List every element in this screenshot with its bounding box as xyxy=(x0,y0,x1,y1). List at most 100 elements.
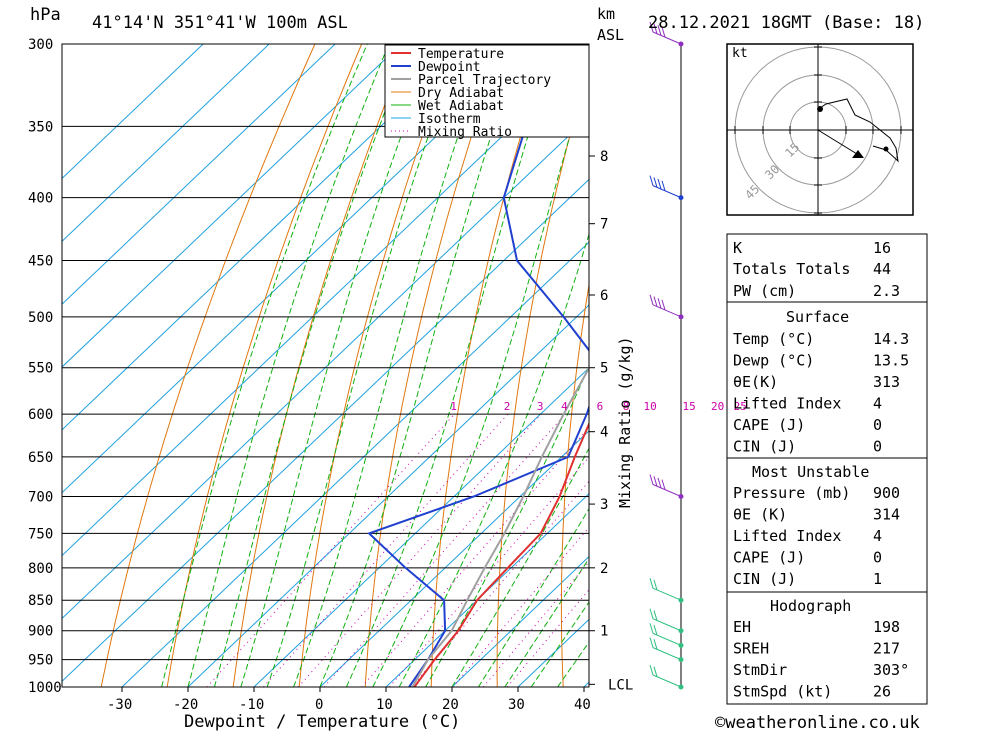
hodo-row-label: SREH xyxy=(733,640,769,658)
dry-adiabat-line xyxy=(100,44,316,687)
mixing-ratio-label: 4 xyxy=(561,400,568,413)
wind-barb-shaft xyxy=(652,31,682,45)
mu-row-value: 4 xyxy=(873,527,882,545)
wet-adiabat-line xyxy=(372,69,589,687)
hodograph-end-dot xyxy=(883,146,889,152)
mu-row-label: Pressure (mb) xyxy=(733,484,850,502)
wet-adiabat-line xyxy=(161,44,368,687)
wind-barb-feather xyxy=(661,299,666,311)
isotherm-line xyxy=(62,44,534,494)
wind-barb-shaft xyxy=(652,618,682,632)
mu-row-label: CAPE (J) xyxy=(733,549,805,567)
pressure-tick-label: 350 xyxy=(28,119,53,135)
wind-barb-feather xyxy=(653,23,658,34)
mixing-ratio-label: 10 xyxy=(644,400,657,413)
temp-tick-label: 20 xyxy=(442,697,459,713)
surface-row-label: Temp (°C) xyxy=(733,330,814,348)
wet-adiabat-line xyxy=(293,44,491,687)
hodo-row-label: StmDir xyxy=(733,661,787,679)
dry-adiabat-line xyxy=(166,44,363,687)
surface-row-value: 13.5 xyxy=(873,352,909,370)
isotherm-line xyxy=(62,178,589,682)
hodograph-unit: kt xyxy=(732,46,748,61)
temp-tick-label: -30 xyxy=(107,697,132,713)
km-tick-label: 8 xyxy=(600,149,608,165)
wind-barb-feather xyxy=(649,294,654,305)
pressure-tick-label: 550 xyxy=(28,361,53,377)
wind-barb-feather xyxy=(649,664,654,676)
mixing-ratio-label: 8 xyxy=(623,400,630,413)
mixing-ratio-line xyxy=(389,456,589,687)
mu-row-value: 314 xyxy=(873,506,900,524)
surface-row-label: CAPE (J) xyxy=(733,416,805,434)
legend-dewpoint: Dewpoint xyxy=(418,60,481,75)
km-tick-label: 4 xyxy=(600,425,608,441)
wind-barb-feather xyxy=(657,178,662,190)
legend-mixing-ratio: Mixing Ratio xyxy=(418,125,512,140)
km-tick-label: 2 xyxy=(600,561,608,577)
wind-barb-feather xyxy=(649,637,654,648)
temp-tick-label: -10 xyxy=(239,697,264,713)
index-k-label: K xyxy=(733,239,742,257)
wind-barb-shaft xyxy=(652,484,682,497)
mixing-ratio-line xyxy=(263,413,509,687)
isotherm-line xyxy=(62,44,270,242)
surface-row-label: CIN (J) xyxy=(733,438,796,456)
km-tick-label: 5 xyxy=(600,361,608,377)
pressure-tick-label: 800 xyxy=(28,561,53,577)
location-text: 41°14'N 351°41'W 100m ASL xyxy=(92,13,348,33)
wind-barb-shaft xyxy=(652,674,682,688)
wind-barb-feather xyxy=(653,666,658,677)
legend-wet-adiabat: Wet Adiabat xyxy=(418,99,504,114)
wind-barb-feather xyxy=(653,476,658,487)
wind-barb-feather xyxy=(649,175,654,186)
hodo-row-value: 217 xyxy=(873,640,900,658)
mixing-ratio-label: 25 xyxy=(734,400,747,413)
wind-barb-feather xyxy=(661,180,666,191)
isotherm-line xyxy=(253,367,589,687)
mu-row-label: θE (K) xyxy=(733,506,787,524)
wind-barb-feather xyxy=(661,26,666,38)
legend-temperature: Temperature xyxy=(418,47,504,62)
isotherm-line xyxy=(319,430,589,687)
wind-barb-shaft xyxy=(652,304,682,318)
wind-barb-feather xyxy=(657,298,662,309)
mixing-ratio-label: 15 xyxy=(682,400,695,413)
surface-row-label: Dewp (°C) xyxy=(733,352,814,370)
isotherm-line xyxy=(62,44,204,180)
wet-adiabat-line xyxy=(240,44,437,687)
km-tick-label: 6 xyxy=(600,288,608,304)
surface-row-value: 313 xyxy=(873,373,900,391)
wind-barb-shaft xyxy=(652,632,682,646)
wind-barb-feather xyxy=(649,578,654,589)
surface-row-value: 0 xyxy=(873,416,882,434)
index-pw-label: PW (cm) xyxy=(733,282,796,300)
wind-barb-feather xyxy=(649,608,654,619)
isotherm-line xyxy=(385,492,589,687)
wind-barb-feather xyxy=(657,25,662,36)
legend-parcel: Parcel Trajectory xyxy=(418,73,551,88)
wind-barb-feather xyxy=(661,479,666,490)
temp-tick-label: 40 xyxy=(574,697,591,713)
mixing-ratio-lines xyxy=(206,413,589,687)
dry-adiabat-line xyxy=(232,44,409,687)
isotherm-line xyxy=(121,241,589,687)
index-k-value: 16 xyxy=(873,239,891,257)
hodograph-table-title: Hodograph xyxy=(770,597,851,615)
profiles xyxy=(367,44,589,687)
km-tick-label: 7 xyxy=(600,217,608,233)
wind-barb-shaft xyxy=(652,587,682,601)
pressure-unit: hPa xyxy=(30,5,61,25)
most-unstable-table: Most Unstable Pressure (mb) 900 θE (K) 314 L… xyxy=(726,457,928,593)
wind-barb-feather xyxy=(653,639,658,650)
mixing-ratio-axis-title: Mixing Ratio (g/kg) xyxy=(616,336,634,508)
storm-motion-marker xyxy=(852,150,864,158)
index-tt-value: 44 xyxy=(873,260,891,278)
axis-labels: 1 2 3 4 6 8 10 15 20 2530035040045050055060065070… xyxy=(28,37,747,713)
surface-row-label: Lifted Index xyxy=(733,395,841,413)
wind-barb-feather xyxy=(649,474,654,485)
surface-row-label: θE(K) xyxy=(733,373,778,391)
mu-row-label: Lifted Index xyxy=(733,527,841,545)
wind-barb-feather xyxy=(653,624,658,636)
parcel-trajectory-line xyxy=(411,365,589,687)
